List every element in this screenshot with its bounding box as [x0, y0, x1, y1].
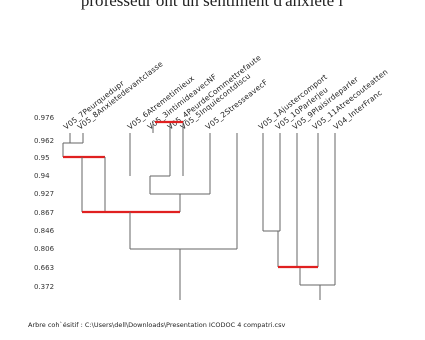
branch [129, 122, 211, 212]
footer: Arbre coh`ésitif : C:\Users\dell\Downloa… [28, 321, 285, 329]
level-label: 0.867 [34, 209, 54, 217]
header-title: professeur ont un sentiment d'anxiété l [81, 0, 344, 10]
branch [81, 157, 106, 212]
branch [129, 133, 238, 300]
level-label: 0.95 [34, 154, 50, 162]
level-label: 0.94 [34, 172, 50, 180]
level-label: 0.962 [34, 137, 54, 145]
level-axis: 0.976 0.962 0.95 0.94 0.927 0.867 0.846 0.806 0.… [34, 114, 55, 291]
level-label: 0.846 [34, 227, 55, 235]
branch [62, 133, 84, 157]
leaf-labels: V05_7PeurqueduprV05_8Anxietedevantclasse… [62, 53, 390, 132]
level-label: 0.976 [34, 114, 55, 122]
branch [262, 133, 336, 300]
level-label: 0.372 [34, 283, 54, 291]
level-label: 0.927 [34, 190, 54, 198]
tree-lines [62, 120, 336, 300]
leaf-label: V05_7Peurquedupr [62, 78, 127, 131]
level-label: 0.663 [34, 264, 54, 272]
level-label: 0.806 [34, 245, 55, 253]
